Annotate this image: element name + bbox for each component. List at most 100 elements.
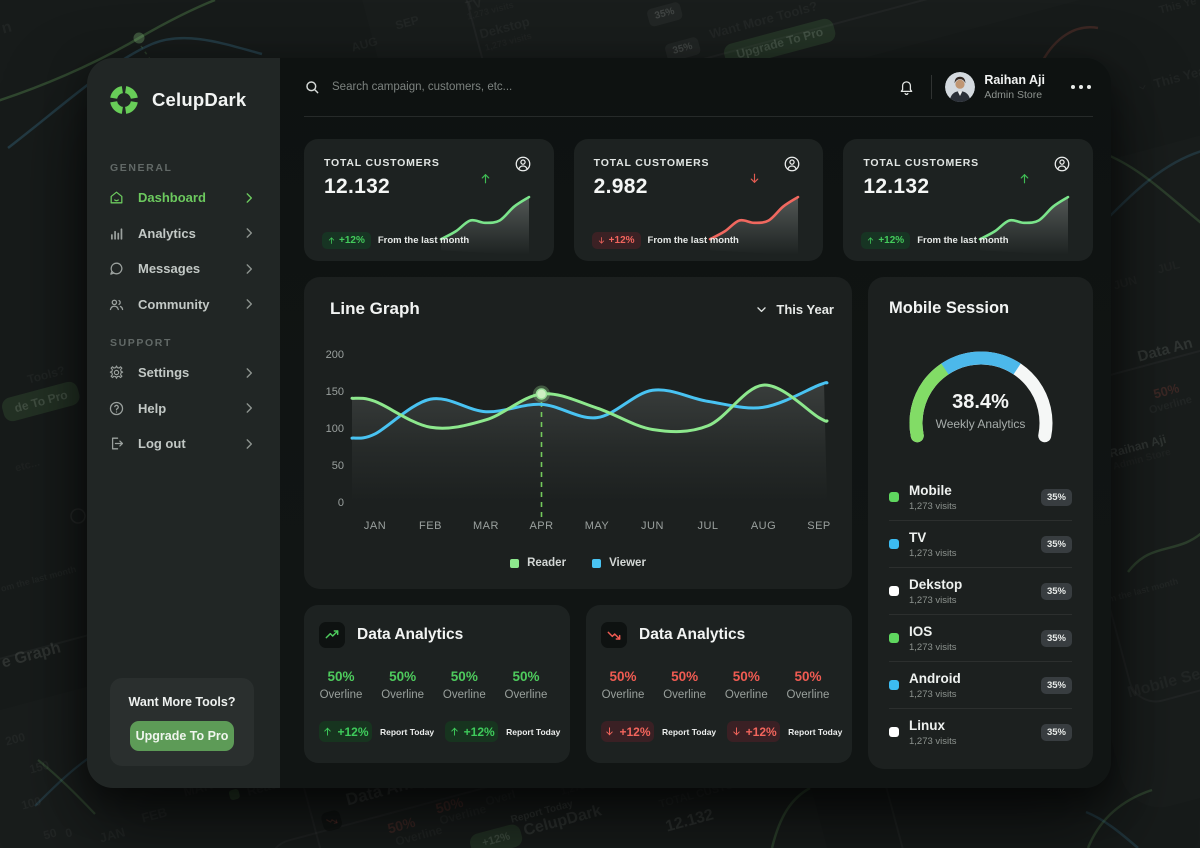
background-fragment: 35% (646, 1, 684, 28)
analytics-column-value: 50% (327, 669, 355, 684)
gauge: 38.4% Weekly Analytics (868, 347, 1093, 457)
nav-section-label: SUPPORT (110, 337, 172, 349)
sidebar-item-messages[interactable]: Messages (108, 251, 280, 287)
analytics-column-value: 50% (512, 669, 540, 684)
background-fragment: etc... (14, 457, 41, 475)
stat-trend-badge: +12% (591, 232, 641, 249)
analytics-badge-value: +12% (745, 724, 777, 739)
analytics-column-label: Overline (601, 689, 645, 701)
sidebar-item-label: Log out (138, 436, 186, 452)
background-fragment: Overline (393, 822, 444, 848)
stat-badge-value: +12% (878, 235, 905, 246)
analytics-column-label: Overline (724, 689, 768, 701)
analytics-trend-badge: +12% (319, 721, 372, 742)
help-icon (108, 400, 125, 417)
svg-text:0: 0 (338, 497, 344, 509)
svg-text:100: 100 (326, 423, 344, 435)
analytics-badge-caption: Report Today (662, 726, 717, 737)
topbar-right: Raihan Aji Admin Store (898, 72, 1093, 102)
sidebar-item-label: Help (138, 400, 167, 416)
background-fragment: Admin Store (1112, 447, 1172, 473)
stat-card: TOTAL CUSTOMERS 12.132 +12% From the last m… (304, 139, 554, 261)
background-fragment: Overline (1147, 393, 1194, 417)
background-fragment: 150 (27, 757, 51, 777)
analytics-column: 50% Overline (724, 669, 768, 701)
background-fragment: de To Pro (0, 379, 82, 424)
search-input[interactable] (332, 81, 632, 93)
trend-down-arrow-icon (748, 169, 761, 188)
analytics-footer: +12% Report Today +12% Report Today (601, 721, 842, 742)
background-fragment: FEB (139, 804, 169, 826)
promo-title: Want More Tools? (128, 695, 236, 709)
trend-up-icon (319, 622, 345, 648)
background-fragment: Raihan Aji (1107, 431, 1168, 461)
svg-text:AUG: AUG (751, 520, 776, 532)
legend-label: Viewer (609, 557, 646, 569)
platform-name: TV (909, 529, 927, 545)
analytics-columns: 50% Overline 50% Overline 50% Overline 50% Over… (601, 669, 830, 701)
upgrade-to-pro-button[interactable]: Upgrade To Pro (130, 721, 234, 751)
svg-text:MAR: MAR (473, 520, 499, 532)
platform-visits: 1,273 visits (909, 688, 957, 700)
sidebar-item-label: Dashboard (138, 190, 206, 206)
background-fragment: 1,273 visits (466, 0, 515, 22)
mobile-session-row-tv: TV 1,273 visits 35% (889, 521, 1072, 567)
background-fragment: e Graph (0, 639, 63, 672)
analytics-badge-value: +12% (619, 724, 651, 739)
sidebar-item-analytics[interactable]: Analytics (108, 216, 280, 252)
stat-caption: From the last month (917, 235, 1009, 246)
topbar: Raihan Aji Admin Store (304, 58, 1093, 116)
platform-color-swatch (889, 633, 899, 643)
platform-share-badge: 35% (1040, 629, 1072, 647)
platform-name: Mobile (909, 482, 952, 498)
background-fragment: +12% (468, 822, 525, 848)
platform-texts: IOS 1,273 visits (909, 624, 1041, 653)
analytics-column-value: 50% (609, 669, 637, 684)
platform-name: Android (909, 670, 961, 686)
sidebar-item-settings[interactable]: Settings (108, 355, 280, 391)
more-options-icon[interactable] (1069, 81, 1093, 93)
chart-legend: Reader Viewer (304, 557, 852, 569)
sidebar-item-log-out[interactable]: Log out (108, 426, 280, 462)
background-fragment: Overline (437, 801, 488, 828)
stat-card: TOTAL CUSTOMERS 12.132 +12% From the last m… (843, 139, 1094, 261)
background-fragment: JAN (97, 824, 127, 846)
sidebar-item-label: Settings (138, 365, 190, 381)
platform-share-badge: 35% (1040, 488, 1072, 506)
chevron-right-icon (242, 297, 256, 311)
analytics-column-label: Overline (442, 689, 486, 701)
avatar[interactable] (945, 72, 976, 102)
person-circle-icon (783, 155, 801, 173)
background-fragment: TV (463, 0, 484, 14)
platform-name: Dekstop (909, 576, 963, 592)
analytics-column: 50% Overline (381, 669, 425, 701)
svg-text:JUL: JUL (697, 520, 718, 532)
mobile-session-title: Mobile Session (889, 299, 1010, 317)
notifications-bell-icon[interactable] (898, 79, 915, 96)
chevron-right-icon (242, 226, 256, 240)
platform-color-swatch (889, 492, 899, 502)
nav-section-label: GENERAL (110, 162, 173, 174)
background-fragment: om the last month (0, 563, 78, 594)
settings-icon (108, 364, 125, 381)
sidebar-item-label: Messages (138, 261, 201, 277)
sidebar-item-community[interactable]: Community (108, 287, 280, 323)
analytics-column: 50% Overline (663, 669, 707, 701)
platform-share-badge: 35% (1040, 723, 1072, 741)
analytics-column-value: 50% (671, 669, 699, 684)
sidebar-item-help[interactable]: Help (108, 391, 280, 427)
app-window: CelupDark GENERAL Dashboard Analytics Messa… (87, 58, 1111, 788)
analytics-column-value: 50% (794, 669, 822, 684)
analytics-badge-value: +12% (337, 724, 369, 739)
stats-row: TOTAL CUSTOMERS 12.132 +12% From the last m… (304, 139, 1094, 261)
svg-text:MAY: MAY (585, 520, 610, 532)
sidebar-item-dashboard[interactable]: Dashboard (108, 180, 280, 216)
platform-name: IOS (909, 623, 933, 639)
svg-text:FEB: FEB (419, 520, 442, 532)
analytics-badge-caption: Report Today (788, 726, 843, 737)
range-selector[interactable]: This Year (755, 302, 834, 317)
mobile-session-row-dekstop: Dekstop 1,273 visits 35% (889, 568, 1072, 614)
platform-color-swatch (889, 539, 899, 549)
brand-logo-icon (108, 84, 140, 116)
stat-caption: From the last month (377, 235, 470, 246)
